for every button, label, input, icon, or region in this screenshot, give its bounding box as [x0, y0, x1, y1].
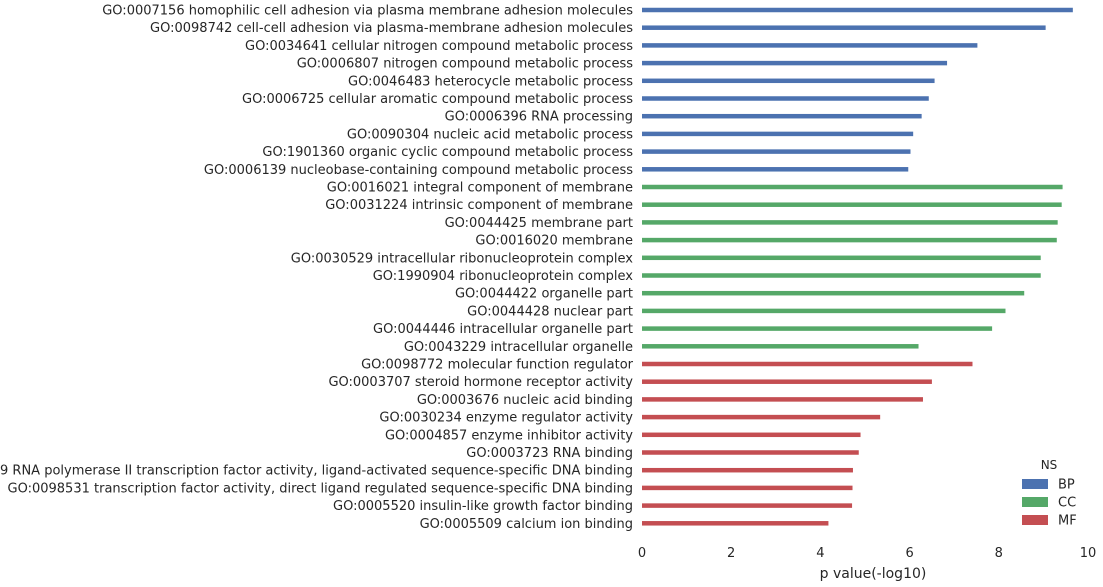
- bar-bp: [642, 78, 935, 84]
- legend-label-bp: BP: [1058, 478, 1075, 493]
- bar-bp: [642, 25, 1046, 30]
- bar-bp: [642, 113, 922, 119]
- bar-bp: [642, 60, 948, 66]
- bar-mf: [642, 414, 881, 420]
- bar-mf: [642, 361, 973, 367]
- bar-bp: [642, 131, 914, 137]
- category-label: GO:0044446 intracellular organelle part: [373, 322, 633, 337]
- legend-swatch-cc: [1022, 497, 1048, 507]
- legend: NS BP CC MF: [1022, 458, 1077, 529]
- category-label: GO:0046483 heterocycle metabolic process: [348, 74, 633, 89]
- bar-bp: [642, 7, 1073, 13]
- x-tick-label: 2: [727, 546, 735, 561]
- bar-bp: [642, 96, 929, 101]
- bar-cc: [642, 273, 1041, 278]
- category-labels: GO:0007156 homophilic cell adhesion via …: [0, 4, 634, 532]
- category-label: GO:1990904 ribonucleoprotein complex: [373, 269, 634, 284]
- bar-cc: [642, 308, 1006, 314]
- bar-mf: [642, 432, 861, 438]
- bar-mf: [642, 503, 853, 508]
- bar-cc: [642, 202, 1062, 207]
- bar-bp: [642, 167, 909, 172]
- bar-cc: [642, 220, 1058, 225]
- bar-mf: [642, 521, 829, 526]
- legend-swatch-bp: [1022, 479, 1048, 489]
- x-tick-label: 4: [816, 546, 824, 561]
- bar-bp: [642, 43, 978, 48]
- category-label: GO:0004879 RNA polymerase II transcripti…: [0, 464, 633, 479]
- bar-cc: [642, 255, 1041, 261]
- x-tick-label: 6: [905, 546, 913, 561]
- category-label: GO:0016020 membrane: [475, 234, 633, 249]
- legend-label-cc: CC: [1058, 496, 1076, 511]
- category-label: GO:0043229 intracellular organelle: [404, 340, 633, 355]
- bar-mf: [642, 450, 859, 455]
- category-label: GO:0044422 organelle part: [455, 287, 633, 302]
- x-tick-label: 0: [638, 546, 646, 561]
- bar-cc: [642, 237, 1057, 243]
- category-label: GO:0016021 integral component of membran…: [327, 181, 633, 196]
- category-label: GO:0003676 nucleic acid binding: [417, 393, 633, 408]
- bar-mf: [642, 467, 853, 473]
- bar-mf: [642, 397, 923, 402]
- category-label: GO:0006396 RNA processing: [445, 110, 633, 125]
- category-label: GO:0090304 nucleic acid metabolic proces…: [347, 127, 633, 142]
- bars: [642, 7, 1073, 526]
- bar-cc: [642, 344, 919, 349]
- category-label: GO:0006139 nucleobase-containing compoun…: [204, 163, 633, 178]
- x-axis-label: p value(-log10): [820, 566, 927, 582]
- category-label: GO:0098531 transcription factor activity…: [8, 481, 633, 496]
- category-label: GO:0005520 insulin-like growth factor bi…: [333, 499, 633, 514]
- bar-cc: [642, 184, 1063, 190]
- bar-bp: [642, 149, 911, 154]
- category-label: GO:0098772 molecular function regulator: [361, 358, 634, 373]
- bar-mf: [642, 379, 932, 384]
- x-tick-label: 8: [995, 546, 1003, 561]
- category-label: GO:0006807 nitrogen compound metabolic p…: [297, 57, 634, 72]
- category-label: GO:0007156 homophilic cell adhesion via …: [102, 4, 633, 19]
- category-label: GO:0030234 enzyme regulator activity: [379, 411, 633, 426]
- category-label: GO:0044425 membrane part: [445, 216, 633, 231]
- category-label: GO:0003723 RNA binding: [466, 446, 633, 461]
- bar-cc: [642, 326, 993, 331]
- category-label: GO:0006725 cellular aromatic compound me…: [242, 92, 633, 107]
- category-label: GO:0034641 cellular nitrogen compound me…: [245, 39, 633, 54]
- category-label: GO:1901360 organic cyclic compound metab…: [262, 145, 633, 160]
- bar-cc: [642, 290, 1025, 296]
- category-label: GO:0030529 intracellular ribonucleoprote…: [291, 251, 634, 266]
- category-label: GO:0098742 cell-cell adhesion via plasma…: [150, 21, 633, 36]
- category-label: GO:0044428 nuclear part: [467, 304, 633, 319]
- x-axis-ticks: 0 2 4 6 8 10: [638, 546, 1096, 561]
- category-label: GO:0031224 intrinsic component of membra…: [325, 198, 633, 213]
- legend-swatch-mf: [1022, 515, 1048, 525]
- category-label: GO:0004857 enzyme inhibitor activity: [385, 428, 633, 443]
- x-tick-label: 10: [1080, 546, 1097, 561]
- legend-title: NS: [1041, 458, 1058, 472]
- category-label: GO:0005509 calcium ion binding: [420, 517, 633, 532]
- bar-mf: [642, 485, 853, 491]
- legend-label-mf: MF: [1058, 514, 1077, 529]
- category-label: GO:0003707 steroid hormone receptor acti…: [328, 375, 633, 390]
